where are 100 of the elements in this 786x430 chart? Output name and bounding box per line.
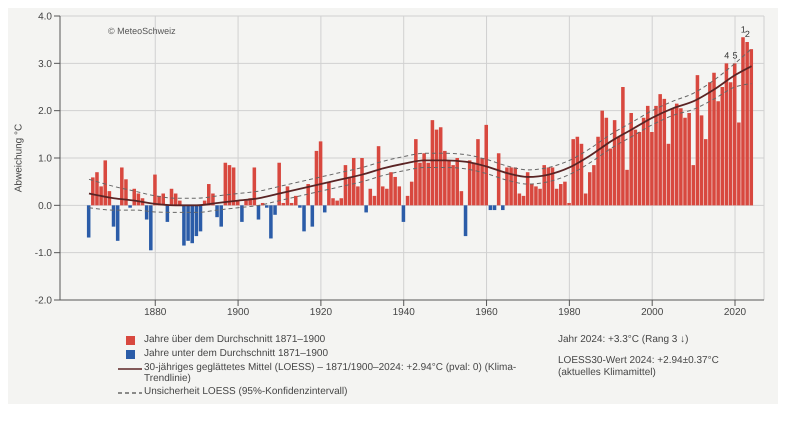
bar	[232, 167, 236, 206]
y-tick-label: 0.0	[38, 200, 52, 212]
bar	[741, 37, 745, 206]
legend-label: Unsicherheit LOESS (95%-Konfidenzintervall)	[144, 386, 348, 397]
bar	[696, 75, 700, 206]
bar	[492, 205, 496, 210]
x-tick-label: 1900	[226, 307, 250, 318]
annotation: © MeteoSchweiz	[108, 26, 176, 36]
bar	[368, 188, 372, 206]
legend-label: Jahre über dem Durchschnitt 1871–1900	[144, 334, 326, 345]
bar	[571, 139, 575, 206]
bar	[563, 182, 567, 206]
bar	[422, 153, 426, 206]
x-tick-label: 2020	[724, 307, 747, 318]
bar	[256, 205, 260, 220]
bar	[600, 110, 604, 206]
bar	[269, 205, 273, 238]
bar	[674, 104, 679, 206]
bar	[360, 158, 364, 206]
line-series	[88, 65, 752, 206]
bar	[252, 167, 256, 206]
bar	[484, 124, 488, 206]
bar	[488, 205, 492, 210]
bar	[658, 94, 662, 206]
bar	[294, 196, 298, 206]
legend-label: Jahre unter dem Durchschnitt 1871–1900	[144, 348, 328, 359]
bar	[430, 120, 434, 206]
x-tick-label: 2000	[641, 307, 664, 318]
x-tick-label: 1980	[558, 307, 581, 318]
annotation: 1	[740, 24, 746, 34]
y-tick-label: 4.0	[38, 12, 52, 23]
bar	[86, 205, 90, 238]
line-series	[88, 48, 752, 199]
bar	[476, 139, 480, 206]
bar	[542, 165, 546, 206]
bar	[364, 205, 368, 212]
bar	[240, 205, 244, 222]
x-tick-label: 1920	[310, 307, 332, 318]
bar	[576, 136, 580, 206]
annotation: 5	[732, 50, 738, 60]
bar	[103, 160, 108, 206]
y-tick-label: 1.0	[38, 154, 52, 165]
y-axis-title: Abweichung °C	[14, 124, 25, 192]
bar	[219, 205, 223, 227]
bar	[438, 127, 442, 206]
bar	[687, 113, 691, 206]
bar	[166, 205, 170, 222]
bar	[712, 72, 716, 206]
bar	[526, 172, 530, 206]
legend-label: 30-jähriges geglättetes Mittel (LOESS) – 1871/1900–2024: +2.94°C (pval: 0) (Klima-Trendlinie)	[144, 362, 518, 384]
bar	[95, 172, 99, 206]
bar	[322, 205, 327, 212]
bar	[501, 205, 505, 210]
bar	[182, 205, 186, 246]
bar	[414, 139, 418, 206]
bar	[534, 186, 538, 206]
bar	[310, 205, 314, 227]
text: (aktuelles Klimamittel)	[558, 367, 657, 378]
bar	[612, 120, 616, 206]
bar	[149, 205, 153, 250]
bar	[402, 205, 406, 222]
x-tick-label: 1960	[475, 307, 498, 318]
y-tick-label: 2.0	[38, 106, 52, 118]
bar	[546, 167, 550, 206]
bar	[344, 165, 348, 206]
bar	[228, 165, 232, 206]
bar	[496, 153, 500, 206]
x-tick-label: 1880	[144, 307, 167, 318]
bar	[153, 174, 157, 206]
bar	[455, 158, 460, 206]
bar	[629, 113, 633, 206]
line-series	[88, 83, 752, 213]
bar	[468, 160, 472, 206]
y-tick-label: -1.0	[34, 248, 52, 260]
bar	[724, 63, 728, 206]
bar	[170, 188, 174, 206]
bar	[505, 167, 509, 206]
y-tick-label: 3.0	[38, 58, 52, 70]
bar	[550, 167, 554, 206]
bar	[327, 182, 331, 206]
bar	[389, 172, 393, 206]
bar	[376, 146, 380, 206]
annotation: 4	[724, 50, 730, 60]
bar	[335, 200, 339, 206]
bar	[513, 167, 517, 206]
bar	[732, 63, 736, 206]
bar	[224, 162, 228, 206]
bar	[318, 141, 322, 206]
x-tick-label: 1940	[392, 307, 416, 318]
annotation: 2	[744, 29, 750, 40]
bar	[352, 158, 356, 206]
bar	[464, 205, 468, 236]
bar	[646, 106, 650, 206]
text: Jahr 2024: +3.3°C (Rang 3 ↓)	[558, 334, 690, 345]
bar	[509, 167, 513, 206]
bar	[277, 162, 281, 206]
bar	[120, 167, 124, 206]
bar	[244, 200, 248, 206]
bar	[116, 205, 120, 241]
text: LOESS30-Wert 2024: +2.94±0.37°C	[558, 355, 720, 366]
